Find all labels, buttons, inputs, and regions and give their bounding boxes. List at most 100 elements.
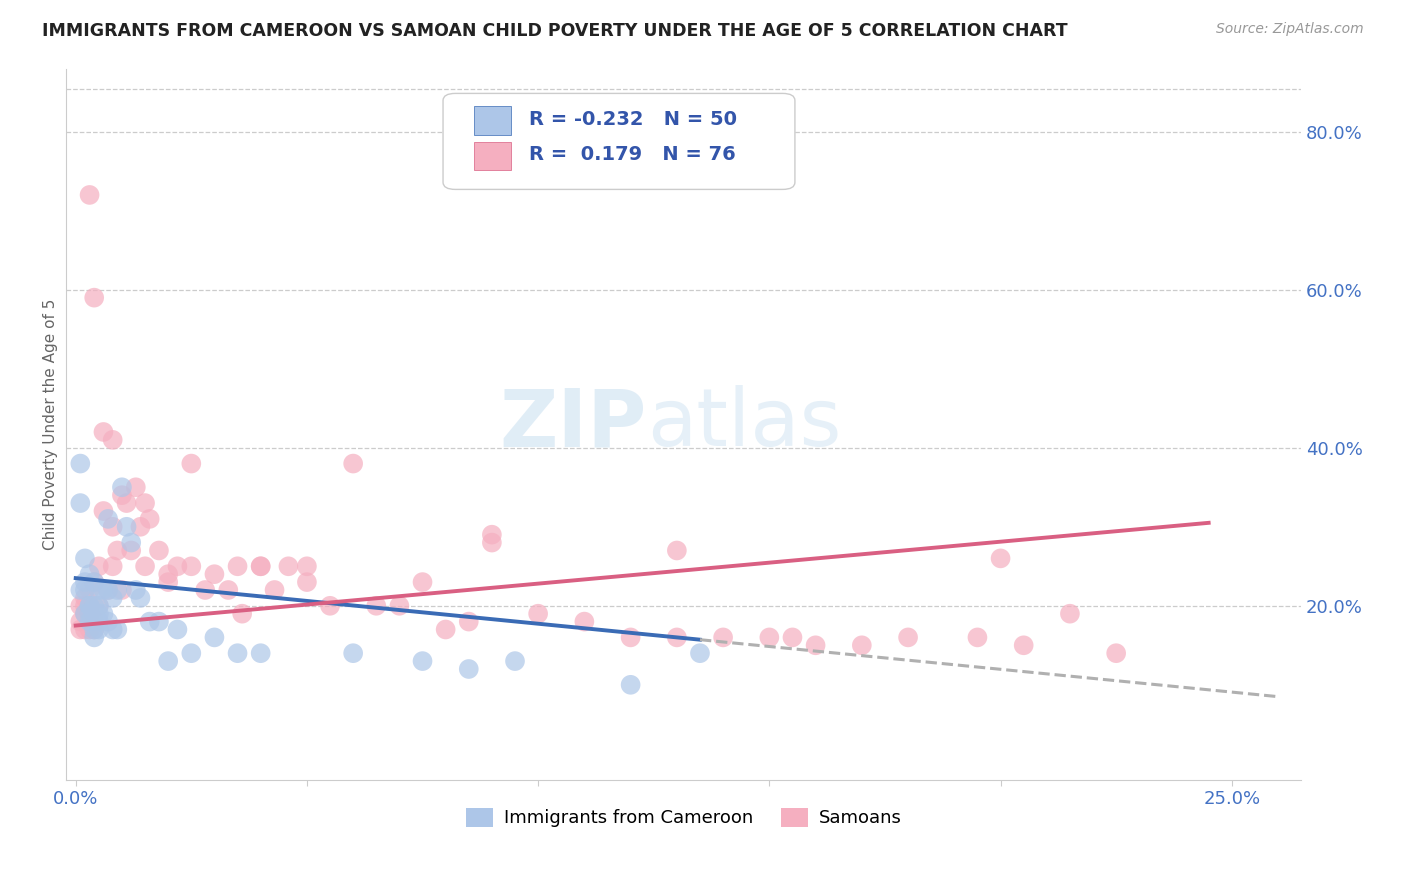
Point xyxy=(166,559,188,574)
Point xyxy=(157,654,180,668)
Point xyxy=(73,599,96,613)
Y-axis label: Child Poverty Under the Age of 5: Child Poverty Under the Age of 5 xyxy=(44,299,58,549)
Point xyxy=(665,631,688,645)
Point xyxy=(87,615,110,629)
Point xyxy=(758,631,780,645)
Point xyxy=(79,567,101,582)
Point xyxy=(263,582,285,597)
Point xyxy=(180,457,202,471)
Point xyxy=(87,599,110,613)
Point xyxy=(87,559,110,574)
Point xyxy=(204,567,226,582)
Point xyxy=(125,582,148,597)
Point xyxy=(101,433,124,447)
Point xyxy=(481,527,503,541)
Text: ZIP: ZIP xyxy=(499,385,647,463)
Point xyxy=(503,654,526,668)
Point xyxy=(101,623,124,637)
Point xyxy=(79,582,101,597)
Point xyxy=(277,559,299,574)
Point xyxy=(180,559,202,574)
Point xyxy=(226,559,249,574)
Point xyxy=(120,535,142,549)
Point xyxy=(342,646,364,660)
Point xyxy=(69,457,91,471)
Point xyxy=(620,678,643,692)
Point xyxy=(79,607,101,621)
Point xyxy=(782,631,804,645)
Point xyxy=(138,512,160,526)
Point xyxy=(148,615,170,629)
Point xyxy=(689,646,711,660)
Point xyxy=(69,599,91,613)
Point xyxy=(105,623,128,637)
Point xyxy=(111,480,134,494)
Text: R = -0.232   N = 50: R = -0.232 N = 50 xyxy=(530,110,738,128)
Point xyxy=(111,582,134,597)
Point xyxy=(73,575,96,590)
Point xyxy=(180,646,202,660)
Point xyxy=(574,615,596,629)
Point xyxy=(249,559,271,574)
Point xyxy=(93,607,115,621)
Point xyxy=(69,615,91,629)
Point xyxy=(79,623,101,637)
Text: Source: ZipAtlas.com: Source: ZipAtlas.com xyxy=(1216,22,1364,37)
Text: IMMIGRANTS FROM CAMEROON VS SAMOAN CHILD POVERTY UNDER THE AGE OF 5 CORRELATION : IMMIGRANTS FROM CAMEROON VS SAMOAN CHILD… xyxy=(42,22,1067,40)
Point xyxy=(83,291,105,305)
Legend: Immigrants from Cameroon, Samoans: Immigrants from Cameroon, Samoans xyxy=(458,801,908,835)
Point xyxy=(851,638,873,652)
Point xyxy=(79,599,101,613)
Point xyxy=(69,623,91,637)
Point xyxy=(388,599,411,613)
Point xyxy=(457,615,479,629)
Point xyxy=(93,425,115,439)
Point xyxy=(83,631,105,645)
Point xyxy=(138,615,160,629)
Point xyxy=(97,512,120,526)
Point xyxy=(69,496,91,510)
Point xyxy=(412,654,434,668)
Point xyxy=(97,615,120,629)
Point xyxy=(319,599,342,613)
Point xyxy=(990,551,1012,566)
Point xyxy=(97,582,120,597)
Point xyxy=(134,559,156,574)
Point xyxy=(226,646,249,660)
Point xyxy=(79,607,101,621)
FancyBboxPatch shape xyxy=(474,106,510,135)
Point xyxy=(111,488,134,502)
Point xyxy=(73,591,96,605)
Point xyxy=(79,599,101,613)
Point xyxy=(83,615,105,629)
Point xyxy=(125,480,148,494)
Point xyxy=(1059,607,1081,621)
Point xyxy=(101,591,124,605)
Point xyxy=(87,582,110,597)
Point xyxy=(105,582,128,597)
Point xyxy=(1012,638,1035,652)
Point xyxy=(665,543,688,558)
Point xyxy=(204,631,226,645)
Point xyxy=(897,631,920,645)
Point xyxy=(79,615,101,629)
Point xyxy=(134,496,156,510)
Point xyxy=(83,607,105,621)
Point xyxy=(93,504,115,518)
Point xyxy=(295,559,318,574)
Point xyxy=(295,575,318,590)
Point xyxy=(166,623,188,637)
Point xyxy=(620,631,643,645)
Point xyxy=(105,543,128,558)
Point xyxy=(434,623,457,637)
Point xyxy=(73,551,96,566)
Point xyxy=(249,646,271,660)
Text: atlas: atlas xyxy=(647,385,841,463)
Point xyxy=(157,567,180,582)
Point xyxy=(148,543,170,558)
Point xyxy=(217,582,239,597)
Point xyxy=(711,631,734,645)
Point xyxy=(83,575,105,590)
Point xyxy=(157,575,180,590)
Point xyxy=(83,575,105,590)
